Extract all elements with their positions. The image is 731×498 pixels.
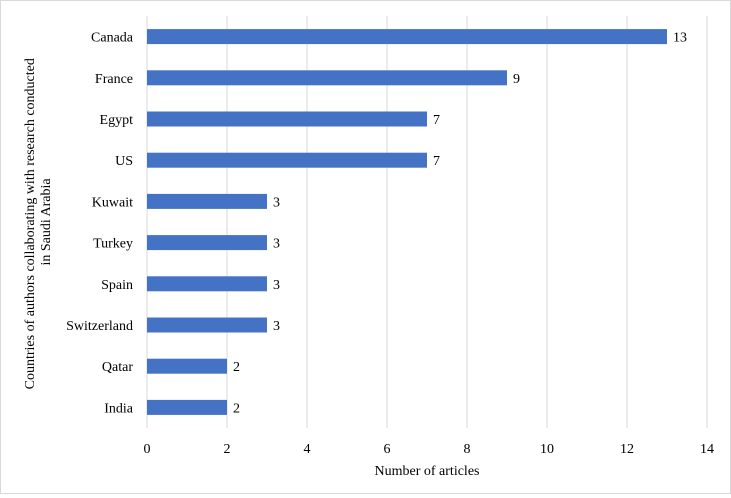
bar bbox=[147, 193, 267, 209]
category-label: France bbox=[95, 72, 133, 87]
category-label: Egypt bbox=[100, 113, 134, 128]
category-label: Spain bbox=[101, 278, 133, 293]
category-label: US bbox=[115, 154, 133, 169]
category-labels: Canada France Egypt US Kuwait Turkey Spain Swit… bbox=[66, 31, 134, 417]
x-axis-title: Number of articles bbox=[375, 464, 480, 479]
x-tick-label: 8 bbox=[464, 442, 471, 457]
category-label: Kuwait bbox=[92, 195, 133, 210]
data-label: 3 bbox=[273, 237, 280, 252]
x-tick-label: 12 bbox=[620, 442, 634, 457]
data-label: 3 bbox=[273, 278, 280, 293]
bar bbox=[147, 399, 227, 415]
x-tick-label: 6 bbox=[384, 442, 391, 457]
x-tick-label: 10 bbox=[540, 442, 554, 457]
x-tick-label: 2 bbox=[224, 442, 231, 457]
data-label: 2 bbox=[233, 360, 240, 375]
data-labels: 13 9 7 7 3 3 3 3 2 2 bbox=[233, 31, 687, 417]
bar bbox=[147, 276, 267, 292]
x-tick-label: 4 bbox=[304, 442, 311, 457]
category-label: India bbox=[104, 401, 134, 416]
x-tick-label: 14 bbox=[700, 442, 714, 457]
data-label: 9 bbox=[513, 72, 520, 87]
y-axis-title-line-2: in Saudi Arabia bbox=[39, 178, 54, 266]
data-label: 7 bbox=[433, 154, 440, 169]
bar bbox=[147, 70, 507, 86]
bar bbox=[147, 235, 267, 251]
data-label: 2 bbox=[233, 401, 240, 416]
bar bbox=[147, 358, 227, 374]
category-label: Switzerland bbox=[66, 319, 133, 334]
data-label: 7 bbox=[433, 113, 440, 128]
y-axis-title-line-1: Countries of authors collaborating with … bbox=[23, 58, 38, 389]
bar bbox=[147, 317, 267, 333]
category-label: Canada bbox=[91, 31, 134, 46]
data-label: 3 bbox=[273, 319, 280, 334]
category-label: Qatar bbox=[102, 360, 133, 375]
category-label: Turkey bbox=[93, 237, 133, 252]
data-label: 13 bbox=[673, 31, 687, 46]
y-axis-title: Countries of authors collaborating with … bbox=[23, 55, 54, 390]
data-label: 3 bbox=[273, 195, 280, 210]
bar bbox=[147, 29, 667, 45]
x-tick-label: 0 bbox=[144, 442, 151, 457]
bar bbox=[147, 111, 427, 127]
bar bbox=[147, 152, 427, 168]
x-tick-labels: 0 2 4 6 8 10 12 14 bbox=[144, 442, 715, 457]
bars bbox=[147, 29, 667, 415]
